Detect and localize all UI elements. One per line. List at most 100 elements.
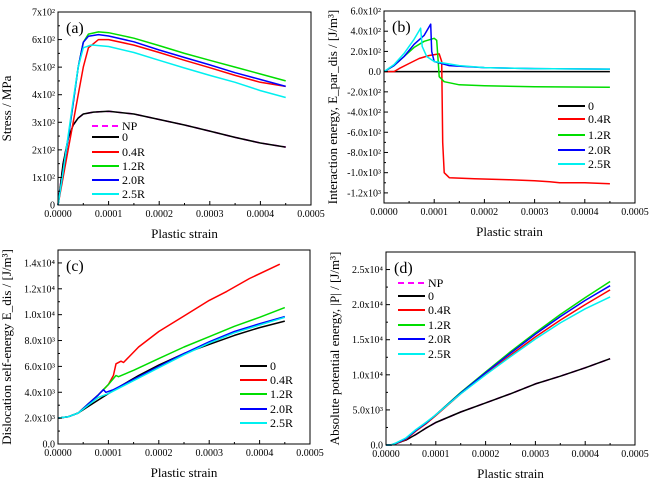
x-tick-label: 0.0001 bbox=[95, 209, 123, 220]
legend-label: 2.5R bbox=[270, 416, 293, 430]
legend-label: 0 bbox=[588, 99, 594, 113]
y-tick-label: -1.0x10³ bbox=[347, 168, 381, 179]
y-axis-label: Dislocation self-energy E_dis / [J/m³] bbox=[0, 249, 14, 445]
x-tick-label: 0.0002 bbox=[145, 209, 173, 220]
x-tick-label: 0.0002 bbox=[471, 207, 499, 218]
x-tick-label: 0.0003 bbox=[522, 449, 550, 460]
y-tick-label: 2x10² bbox=[32, 145, 55, 156]
x-axis-label: Plastic strain bbox=[477, 466, 544, 481]
legend-label: 2.0R bbox=[270, 402, 293, 416]
legend-label: 0.4R bbox=[270, 373, 293, 387]
series-line-2.0R bbox=[383, 23, 610, 73]
legend-label: 0 bbox=[428, 289, 434, 303]
panel-c: 0.0000 0.0001 0.0002 0.0003 0.0004 0.0005 0.0 2… bbox=[0, 249, 324, 480]
y-tick-label: 6.0x10³ bbox=[25, 362, 56, 373]
legend-label: 2.0R bbox=[122, 173, 145, 187]
y-tick-label: 0 bbox=[50, 201, 55, 212]
legend-label: 0 bbox=[122, 130, 128, 144]
legend-label: NP bbox=[428, 276, 444, 290]
x-tick-label: 0.0004 bbox=[571, 449, 599, 460]
series-line-2.5R bbox=[383, 27, 610, 73]
y-tick-label: 0.0 bbox=[371, 441, 384, 452]
plot-frame bbox=[385, 251, 636, 446]
x-tick-label: 0.0004 bbox=[246, 448, 274, 459]
legend-label: 1.2R bbox=[428, 318, 451, 332]
legend-label: 0.4R bbox=[428, 303, 451, 317]
y-tick-label: 1.2x10⁴ bbox=[24, 284, 56, 295]
x-tick-label: 0.0002 bbox=[145, 448, 173, 459]
y-tick-label: -1.2x10³ bbox=[347, 188, 381, 199]
legend-label: 2.0R bbox=[428, 332, 451, 346]
y-tick-label: -4.0x10² bbox=[347, 108, 381, 119]
y-tick-label: 5x10² bbox=[32, 63, 55, 74]
y-tick-label: -6.0x10² bbox=[347, 128, 381, 139]
series-line-1.2R bbox=[383, 37, 610, 89]
series-line-0 bbox=[57, 110, 286, 206]
x-tick-label: 0.0000 bbox=[370, 207, 398, 218]
y-tick-label: 4x10² bbox=[32, 90, 55, 101]
y-tick-label: 2.0x10³ bbox=[25, 414, 56, 425]
x-axis-label: Plastic strain bbox=[151, 465, 218, 480]
legend-label: 1.2R bbox=[270, 387, 293, 401]
x-tick-label: 0.0000 bbox=[44, 448, 72, 459]
panel-d: 0.0000 0.0001 0.0002 0.0003 0.0004 0.0005 0.0 5… bbox=[327, 251, 649, 481]
y-axis-label: Stress / MPa bbox=[0, 75, 14, 141]
panel-label: (b) bbox=[392, 19, 411, 36]
legend-label: 2.5R bbox=[588, 157, 611, 171]
panel-b: 0.0000 0.0001 0.0002 0.0003 0.0004 0.0005 -1.2… bbox=[325, 7, 649, 240]
series-line-2.5R bbox=[57, 44, 286, 206]
y-tick-label: 3x10² bbox=[32, 118, 55, 129]
y-tick-label: -8.0x10² bbox=[347, 148, 381, 159]
legend-label: 2.0R bbox=[588, 143, 611, 157]
legend-label: 0 bbox=[270, 359, 276, 373]
panel-label: (a) bbox=[66, 20, 84, 37]
y-tick-label: 6x10² bbox=[32, 35, 55, 46]
y-tick-label: 0.0 bbox=[369, 67, 382, 78]
x-tick-label: 0.0005 bbox=[297, 209, 325, 220]
x-tick-label: 0.0004 bbox=[571, 207, 599, 218]
y-tick-label: 1.4x10⁴ bbox=[24, 258, 56, 269]
x-tick-label: 0.0001 bbox=[422, 449, 450, 460]
y-tick-label: 0.0 bbox=[43, 440, 56, 451]
y-tick-label: 1.5x10⁴ bbox=[352, 335, 384, 346]
series-line-0 bbox=[386, 357, 611, 446]
y-tick-label: 4.0x10³ bbox=[25, 388, 56, 399]
series-line-0 bbox=[57, 320, 285, 419]
series-line-0.4R bbox=[57, 263, 281, 419]
panel-label: (c) bbox=[66, 258, 84, 275]
y-tick-label: 1.0x10⁴ bbox=[24, 310, 56, 321]
legend-label: 0.4R bbox=[122, 145, 145, 159]
panel-label: (d) bbox=[394, 260, 413, 277]
y-tick-label: 2.5x10⁴ bbox=[352, 265, 384, 276]
y-tick-label: 7x10² bbox=[32, 8, 55, 19]
legend-label: 2.5R bbox=[122, 187, 145, 201]
x-tick-label: 0.0002 bbox=[472, 449, 500, 460]
legend: 00.4R 1.2R2.0R2.5R bbox=[558, 99, 611, 171]
x-tick-label: 0.0003 bbox=[196, 209, 224, 220]
y-tick-label: -2.0x10² bbox=[347, 87, 381, 98]
y-tick-label: 8.0x10³ bbox=[25, 336, 56, 347]
x-tick-label: 0.0005 bbox=[621, 449, 649, 460]
x-axis-label: Plastic strain bbox=[151, 226, 218, 241]
x-tick-label: 0.0003 bbox=[195, 448, 223, 459]
y-tick-label: 5.0x10³ bbox=[353, 405, 384, 416]
x-tick-label: 0.0003 bbox=[521, 207, 549, 218]
y-axis-label: Interaction energy, E_par_dis / [J/m³] bbox=[325, 10, 340, 205]
panel-a: 0.0000 0.0001 0.0002 0.0003 0.0004 0.0005 0 1x1… bbox=[0, 8, 325, 242]
x-tick-label: 0.0000 bbox=[372, 449, 400, 460]
legend-label: 1.2R bbox=[122, 159, 145, 173]
series-line-2.5R bbox=[386, 296, 611, 446]
y-tick-label: 1x10² bbox=[32, 173, 55, 184]
series-line-2.5R bbox=[57, 316, 286, 419]
series-line-0.4R bbox=[57, 38, 286, 206]
x-tick-label: 0.0001 bbox=[95, 448, 123, 459]
x-tick-label: 0.0005 bbox=[621, 207, 649, 218]
y-tick-label: 2.0x10² bbox=[351, 47, 382, 58]
y-tick-label: 4.0x10² bbox=[351, 27, 382, 38]
x-tick-label: 0.0005 bbox=[296, 448, 324, 459]
y-tick-label: 6.0x10² bbox=[351, 7, 382, 18]
x-tick-label: 0.0004 bbox=[247, 209, 275, 220]
series-line-0.4R bbox=[384, 53, 610, 185]
